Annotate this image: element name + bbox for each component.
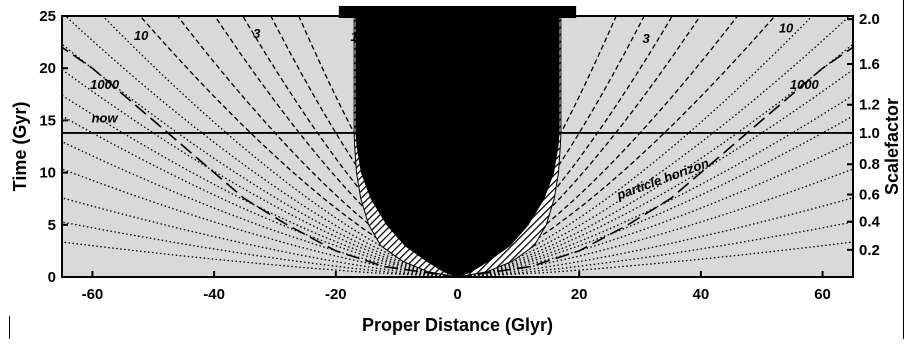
annotation-1: 1 bbox=[545, 30, 552, 45]
worldline-right-7 bbox=[457, 16, 850, 277]
annotation-1: 1 bbox=[350, 29, 357, 44]
x-tick-label: -40 bbox=[203, 286, 225, 303]
worldline-right-10 bbox=[457, 94, 853, 277]
x-tick-label: -20 bbox=[325, 286, 347, 303]
annotation-3: 3 bbox=[253, 26, 261, 41]
y2-tick-label: 2.0 bbox=[859, 11, 880, 28]
y2-axis-title: Scalefactor bbox=[882, 98, 902, 195]
left-border-line bbox=[9, 316, 10, 339]
y-tick-label: 5 bbox=[48, 217, 56, 234]
worldline-left-8 bbox=[62, 43, 458, 277]
annotation-1000: 1000 bbox=[90, 77, 120, 92]
worldline-left-14 bbox=[62, 197, 457, 277]
y2-tick-label: 1.6 bbox=[859, 56, 880, 73]
annotation-10: 10 bbox=[779, 21, 794, 36]
annotation-3: 3 bbox=[643, 31, 651, 46]
annotation-1000: 1000 bbox=[790, 77, 820, 92]
y-tick-label: 25 bbox=[39, 8, 56, 25]
y-tick-label: 0 bbox=[48, 269, 56, 286]
worldline-left-15 bbox=[62, 221, 457, 277]
y2-tick-label: 1.0 bbox=[859, 125, 880, 142]
x-tick-label: 20 bbox=[571, 286, 588, 303]
y-tick-label: 15 bbox=[39, 112, 56, 129]
annotation-event: event bbox=[372, 80, 387, 115]
worldline-left-12 bbox=[62, 140, 458, 277]
y2-tick-label: 1.2 bbox=[859, 97, 880, 114]
x-tick-label: 40 bbox=[693, 286, 710, 303]
y-axis-title: Time (Gyr) bbox=[10, 102, 30, 192]
worldline-left-10 bbox=[62, 94, 458, 277]
annotation-now: now bbox=[92, 110, 119, 125]
y2-tick-label: 0.8 bbox=[859, 156, 880, 173]
particle-horizon-right bbox=[457, 46, 853, 277]
y2-tick-label: 0.4 bbox=[859, 214, 881, 231]
y-tick-label: 10 bbox=[39, 165, 56, 182]
worldline-right-12 bbox=[457, 140, 853, 277]
x-tick-label: 60 bbox=[814, 286, 831, 303]
worldline-right-8 bbox=[457, 43, 853, 277]
worldline-left-5 bbox=[139, 16, 458, 277]
right-border-line bbox=[903, 0, 904, 339]
particle-horizon-left bbox=[62, 46, 458, 277]
worldline-right-5 bbox=[457, 16, 776, 277]
y2-tick-label: 0.2 bbox=[859, 242, 880, 259]
axis-ticks: -60 -40 -20 0 20 40 60 0 5 10 15 20 25 0.2 0.4 0.6 0.8 1.… bbox=[39, 8, 880, 303]
annotation-10: 10 bbox=[134, 28, 149, 43]
y-tick-label: 20 bbox=[39, 60, 56, 77]
worldline-right-15 bbox=[458, 221, 853, 277]
y2-tick-label: 0.6 bbox=[859, 187, 880, 204]
x-axis-title: Proper Distance (Glyr) bbox=[362, 315, 553, 335]
worldline-right-14 bbox=[458, 197, 853, 277]
x-tick-label: -60 bbox=[82, 286, 104, 303]
x-tick-label: 0 bbox=[453, 286, 461, 303]
horizon-regions bbox=[62, 6, 853, 278]
worldline-left-7 bbox=[65, 16, 458, 277]
